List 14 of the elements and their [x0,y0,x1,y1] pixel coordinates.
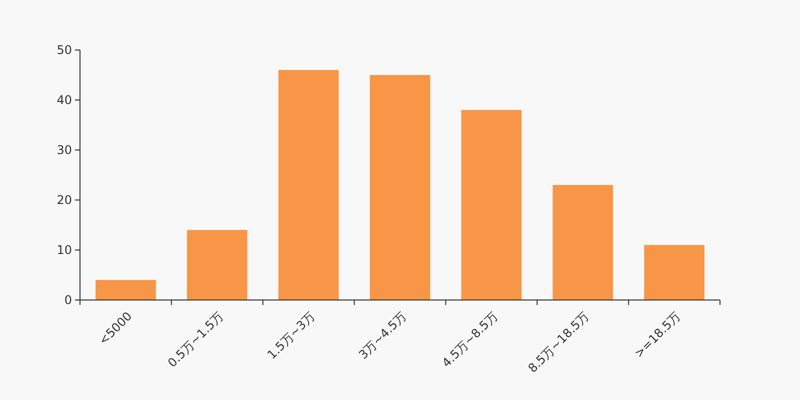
x-tick-label: 1.5万~3万 [264,309,318,362]
y-tick-label: 40 [56,93,72,107]
y-tick-label: 20 [56,193,72,207]
y-tick-label: 50 [56,43,72,57]
bar [96,280,156,300]
bar [644,245,704,300]
bar [370,75,430,300]
y-tick-label: 0 [64,293,72,307]
bar [461,110,522,300]
bar [278,70,339,300]
bar [186,230,248,300]
bar [552,185,614,300]
y-tick-label: 10 [56,243,72,257]
y-tick-label: 30 [56,143,72,157]
